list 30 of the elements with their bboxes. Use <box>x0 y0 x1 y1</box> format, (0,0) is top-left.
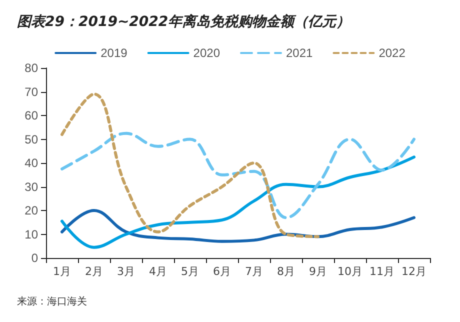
x-tick-label: 10月 <box>338 265 362 278</box>
line-series <box>60 132 416 220</box>
x-tick-label: 6月 <box>213 265 231 278</box>
x-tick-label: 9月 <box>309 265 327 278</box>
x-tick-label: 11月 <box>370 265 394 278</box>
x-tick-label: 1月 <box>53 265 71 278</box>
y-tick-label: 80 <box>24 61 38 75</box>
y-tick-label: 10 <box>24 227 38 242</box>
legend-label: 2021 <box>286 46 314 60</box>
y-tick-label: 0 <box>31 251 38 265</box>
x-tick-label: 12月 <box>402 265 426 278</box>
legend-label: 2019 <box>100 46 128 60</box>
x-tick-label: 2月 <box>85 265 103 278</box>
y-tick-label: 20 <box>24 204 38 218</box>
source-note: 来源：海口海关 <box>17 296 87 308</box>
x-tick-label: 5月 <box>181 265 199 278</box>
x-tick-label: 7月 <box>245 265 263 278</box>
chart-title: 图表29：2019~2022年离岛免税购物金额（亿元） <box>17 13 350 30</box>
line-series <box>60 156 416 249</box>
x-tick-label: 4月 <box>149 265 167 278</box>
x-tick-label: 3月 <box>117 265 135 278</box>
legend-label: 2022 <box>378 46 406 60</box>
y-tick-label: 70 <box>24 84 38 99</box>
y-tick-label: 40 <box>24 156 38 170</box>
y-tick-label: 30 <box>24 180 38 194</box>
y-tick-label: 60 <box>24 108 38 122</box>
y-tick-label: 50 <box>24 132 38 146</box>
x-tick-label: 8月 <box>277 265 295 278</box>
line-series <box>60 92 320 238</box>
legend-label: 2020 <box>193 46 220 60</box>
